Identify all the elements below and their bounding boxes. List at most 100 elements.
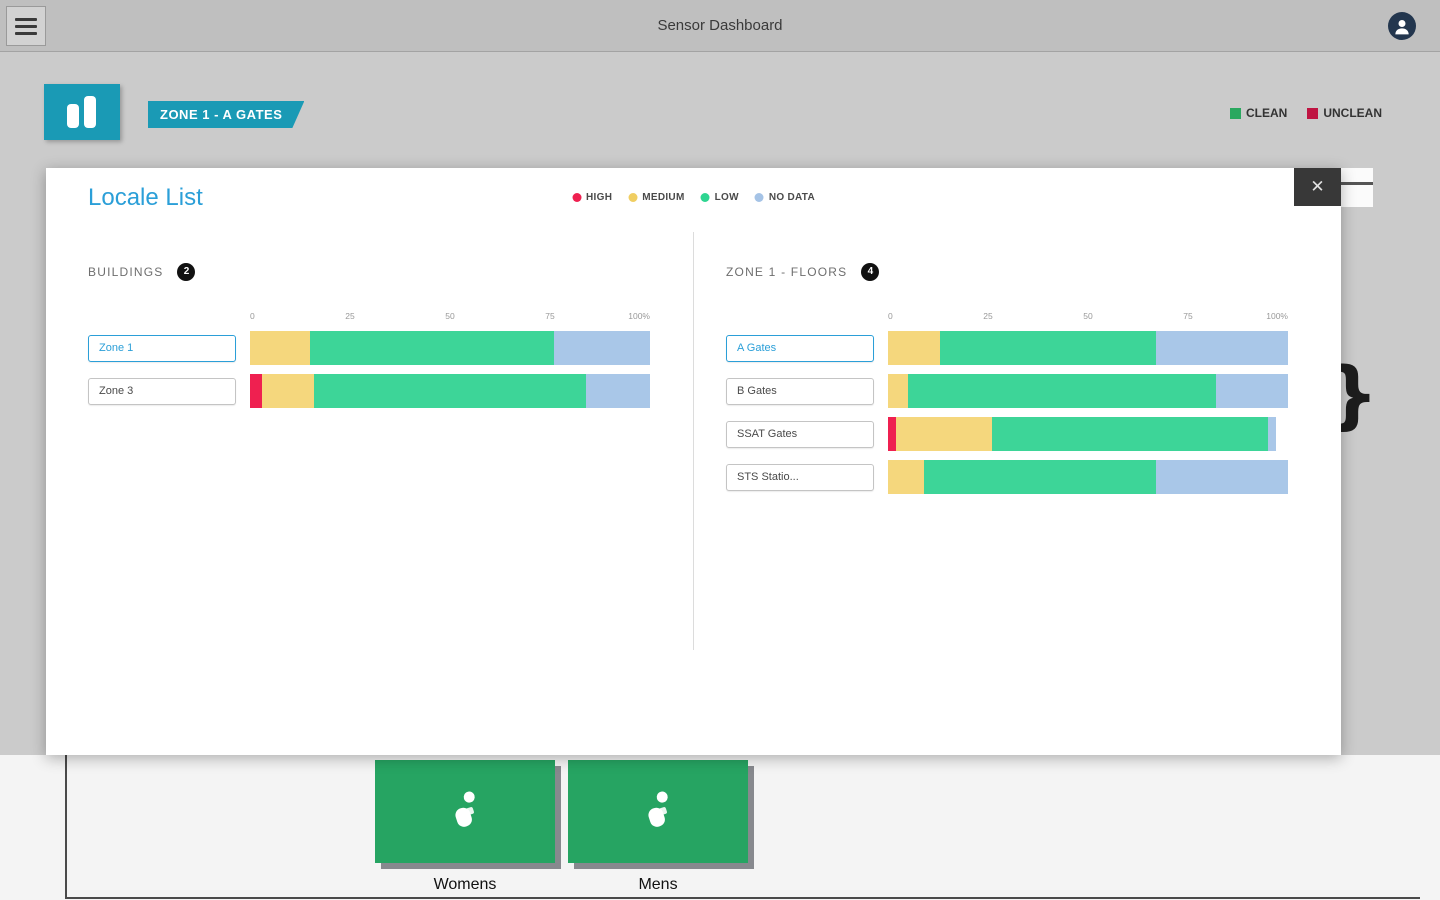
chart-y-axis-line	[65, 755, 67, 897]
low-dot-icon	[700, 193, 710, 202]
tile-group-womens: Womens	[375, 760, 555, 894]
restroom-icon	[442, 787, 488, 836]
row-label-sts-statio[interactable]: STS Statio...	[726, 463, 874, 491]
locale-list-modal: Locale List HIGH MEDIUM LOW NO DATA ✕ BUILD…	[46, 168, 1341, 755]
bar-segment-low	[940, 331, 1156, 365]
medium-dot-icon	[628, 193, 638, 202]
legend-label: HIGH	[586, 192, 613, 203]
bar-segment-medium	[896, 417, 992, 451]
tile-label: Mens	[638, 876, 678, 893]
legend-item-no-data: NO DATA	[754, 192, 815, 203]
bar-zone-1[interactable]	[250, 331, 650, 365]
bar-segment-medium	[262, 374, 314, 408]
axis-tick: 75	[1183, 311, 1193, 321]
panel-fragment-line	[1341, 182, 1373, 185]
chart-row: B Gates	[726, 374, 1316, 408]
legend-item-low: LOW	[700, 192, 739, 203]
bar-segment-low	[924, 460, 1156, 494]
axis-tick: 75	[545, 311, 555, 321]
bar-segment-high	[888, 417, 896, 451]
section-divider	[693, 232, 694, 650]
legend-label: NO DATA	[768, 192, 815, 203]
axis-tick: 50	[1083, 311, 1093, 321]
bar-ssat-gates[interactable]	[888, 417, 1288, 451]
chart-row: A Gates	[726, 331, 1316, 365]
row-label-b-gates[interactable]: B Gates	[726, 377, 874, 405]
row-label-zone-3[interactable]: Zone 3	[88, 377, 236, 405]
row-label-a-gates[interactable]: A Gates	[726, 334, 874, 362]
bar-zone-3[interactable]	[250, 374, 650, 408]
chart-row: Zone 1	[88, 331, 678, 365]
legend-item-medium: MEDIUM	[628, 192, 684, 203]
axis-tick: 25	[345, 311, 355, 321]
menu-button[interactable]	[6, 6, 46, 46]
background-chart-area: Womens Mens	[0, 755, 1440, 900]
section-title: BUILDINGS	[88, 265, 164, 279]
zone-breadcrumb-badge[interactable]: ZONE 1 - A GATES	[148, 101, 304, 128]
legend-item-clean: CLEAN	[1229, 106, 1288, 120]
close-button[interactable]: ✕	[1294, 168, 1341, 206]
tile-group-mens: Mens	[568, 760, 748, 894]
bar-segment-nodata	[1156, 331, 1288, 365]
top-bar: Sensor Dashboard	[0, 0, 1440, 52]
high-dot-icon	[572, 193, 582, 202]
chart-row: SSAT Gates	[726, 417, 1316, 451]
bar-segment-medium	[888, 460, 924, 494]
section-zone-1-floors: ZONE 1 - FLOORS 4 0 25 50 75 100% A Gates B Gate…	[726, 263, 1316, 503]
axis-tick: 100%	[628, 311, 650, 321]
row-label-ssat-gates[interactable]: SSAT Gates	[726, 420, 874, 448]
axis-tick: 100%	[1266, 311, 1288, 321]
bar-b-gates[interactable]	[888, 374, 1288, 408]
bar-a-gates[interactable]	[888, 331, 1288, 365]
user-avatar[interactable]	[1388, 12, 1416, 40]
status-legend: HIGH MEDIUM LOW NO DATA	[572, 192, 815, 203]
buildings-nav-button[interactable]	[44, 84, 120, 140]
bar-segment-medium	[888, 331, 940, 365]
axis-tick: 25	[983, 311, 993, 321]
legend-label: LOW	[714, 192, 739, 203]
app-title: Sensor Dashboard	[657, 17, 783, 34]
bar-segment-low	[310, 331, 554, 365]
legend-item-unclean: UNCLEAN	[1307, 106, 1382, 120]
section-header: ZONE 1 - FLOORS 4	[726, 263, 1316, 281]
count-badge: 2	[177, 263, 196, 281]
bar-segment-low	[992, 417, 1268, 451]
bar-segment-nodata	[1268, 417, 1276, 451]
background-panel-fragment	[1341, 168, 1373, 207]
bar-segment-medium	[888, 374, 908, 408]
legend-label: UNCLEAN	[1323, 106, 1382, 120]
axis-tick: 0	[250, 311, 255, 321]
section-header: BUILDINGS 2	[88, 263, 678, 281]
person-icon	[1392, 16, 1412, 36]
chart-row: Zone 3	[88, 374, 678, 408]
axis-tick: 50	[445, 311, 455, 321]
axis-tick: 0	[888, 311, 893, 321]
count-badge: 4	[861, 263, 880, 281]
tile-mens[interactable]	[568, 760, 748, 863]
bar-segment-low	[908, 374, 1216, 408]
bar-segment-nodata	[1216, 374, 1288, 408]
restroom-icon	[635, 787, 681, 836]
no-data-dot-icon	[754, 193, 764, 202]
close-icon: ✕	[1310, 177, 1325, 196]
row-label-zone-1[interactable]: Zone 1	[88, 334, 236, 362]
chart-axis: 0 25 50 75 100%	[888, 311, 1288, 323]
section-buildings: BUILDINGS 2 0 25 50 75 100% Zone 1 Zone 3	[88, 263, 678, 417]
tile-womens[interactable]	[375, 760, 555, 863]
section-title: ZONE 1 - FLOORS	[726, 265, 848, 279]
modal-title: Locale List	[88, 184, 203, 211]
bar-segment-nodata	[1156, 460, 1288, 494]
bar-sts-statio[interactable]	[888, 460, 1288, 494]
tile-label: Womens	[433, 876, 497, 893]
legend-item-high: HIGH	[572, 192, 612, 203]
bar-segment-low	[314, 374, 586, 408]
chart-x-axis-line	[65, 897, 1420, 899]
unclean-square-icon	[1307, 107, 1319, 119]
bar-segment-nodata	[586, 374, 650, 408]
legend-label: CLEAN	[1245, 106, 1288, 120]
bar-segment-medium	[250, 331, 310, 365]
chart-axis: 0 25 50 75 100%	[250, 311, 650, 323]
legend-label: MEDIUM	[642, 192, 685, 203]
buildings-icon	[61, 92, 103, 132]
chart-row: STS Statio...	[726, 460, 1316, 494]
